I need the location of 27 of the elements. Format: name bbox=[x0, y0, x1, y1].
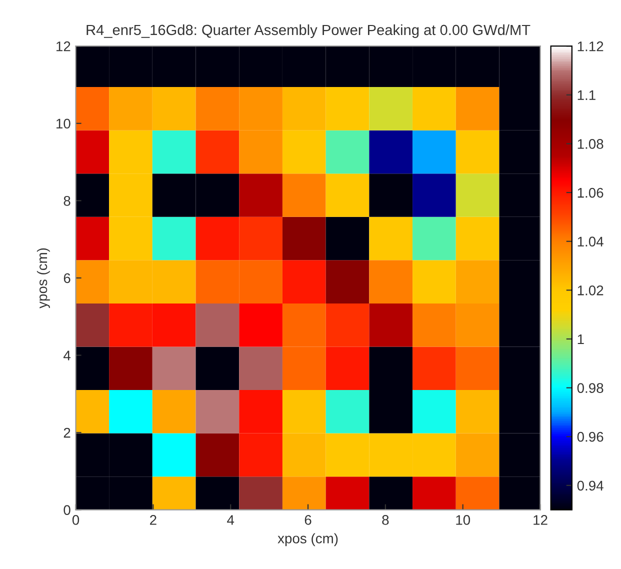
x-tick-label: 4 bbox=[227, 515, 234, 525]
y-tick-label: 10 bbox=[56, 118, 70, 129]
color-bar-label: 1.08 bbox=[578, 139, 604, 149]
x-tick-label: 8 bbox=[382, 515, 389, 525]
color-bar-label: 1.04 bbox=[578, 236, 604, 247]
color-bar-label: 1 bbox=[578, 334, 584, 344]
color-bar-label: 0.98 bbox=[577, 383, 604, 393]
color-bar-label: 1.1 bbox=[578, 90, 596, 100]
y-tick-label: 0 bbox=[64, 505, 70, 515]
chart-title: R4_enr5_16Gd8: Quarter Assembly Power Peaking at 0.00 GWd/MT bbox=[86, 24, 530, 38]
y-axis-title: ypos (cm) bbox=[36, 248, 50, 308]
x-tick-label: 6 bbox=[304, 515, 312, 525]
x-axis-title: xpos (cm) bbox=[278, 533, 338, 546]
y-tick-label: 12 bbox=[56, 41, 70, 52]
color-bar-label: 1.12 bbox=[578, 41, 604, 52]
color-bar-label: 0.94 bbox=[577, 480, 604, 491]
color-bar-label: 1.06 bbox=[578, 188, 604, 198]
y-tick-label: 2 bbox=[64, 428, 70, 438]
y-tick-label: 8 bbox=[64, 196, 70, 206]
color-bar-label: 0.96 bbox=[577, 432, 604, 442]
color-bar-label: 1.02 bbox=[578, 285, 604, 296]
x-tick-label: 0 bbox=[72, 515, 80, 525]
x-tick-label: 2 bbox=[150, 515, 156, 525]
x-tick-label: 10 bbox=[456, 515, 470, 525]
y-tick-label: 6 bbox=[64, 273, 70, 284]
x-tick-label: 12 bbox=[534, 515, 548, 525]
y-tick-label: 4 bbox=[63, 350, 70, 360]
